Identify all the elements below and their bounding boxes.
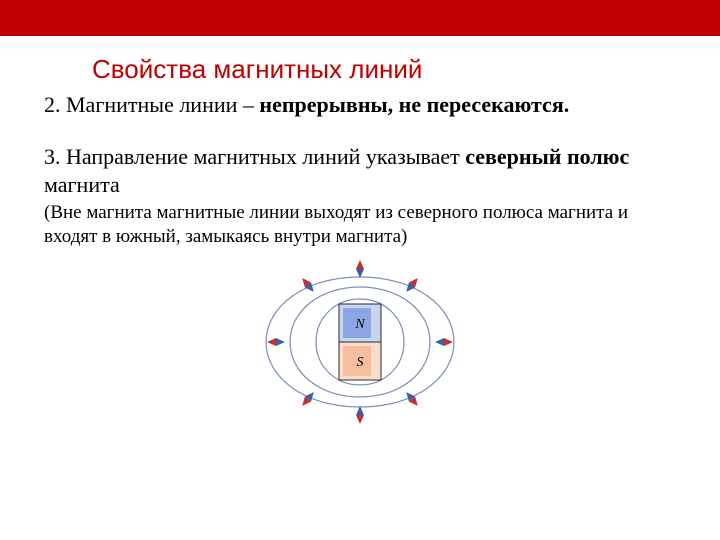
slide-content: Свойства магнитных линий 2. Магнитные ли… xyxy=(0,36,720,427)
slide-title: Свойства магнитных линий xyxy=(92,54,676,85)
point-3-bold: северный полюс xyxy=(465,144,629,169)
point-3-tail: магнита xyxy=(44,172,120,197)
figure-container: NS xyxy=(44,257,676,427)
point-3-note: (Вне магнита магнитные линии выходят из … xyxy=(44,201,676,249)
point-2-lead: 2. Магнитные линии – xyxy=(44,92,259,117)
magnet-field-diagram: NS xyxy=(244,257,476,427)
svg-text:S: S xyxy=(357,355,364,370)
diagram-svg: NS xyxy=(244,257,476,427)
point-3-lead: 3. Направление магнитных линий указывает xyxy=(44,144,465,169)
point-2-bold: непрерывны, не пересекаются. xyxy=(259,92,569,117)
header-accent-bar xyxy=(0,0,720,36)
point-3: 3. Направление магнитных линий указывает… xyxy=(44,143,676,199)
point-2: 2. Магнитные линии – непрерывны, не пере… xyxy=(44,91,676,119)
svg-text:N: N xyxy=(354,317,365,332)
